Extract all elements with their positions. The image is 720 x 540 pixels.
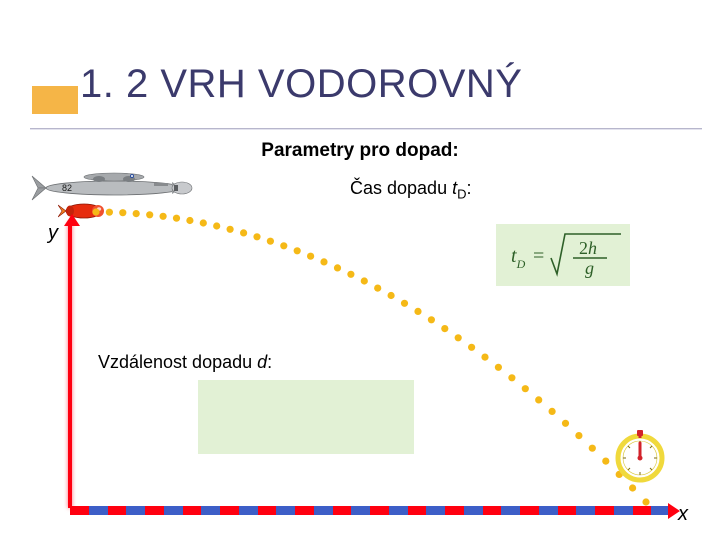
time-text: Čas dopadu	[350, 178, 452, 198]
dist-var: d	[257, 352, 267, 372]
title-block: 1. 2 VRH VODOROVNÝ	[32, 62, 700, 111]
diagram-area: 82 y x Čas dopadu tD: tD =	[10, 170, 710, 530]
x-axis	[70, 506, 670, 515]
page-title: 1. 2 VRH VODOROVNÝ	[32, 62, 700, 111]
title-divider	[30, 128, 702, 130]
clock-icon	[612, 428, 668, 484]
svg-text:tD: tD	[511, 245, 526, 271]
plane-number: 82	[62, 183, 72, 193]
dist-colon: :	[267, 352, 272, 372]
svg-text:2h: 2h	[579, 238, 597, 258]
formula-distance-placeholder	[198, 380, 414, 454]
distance-of-impact-label: Vzdálenost dopadu d:	[98, 352, 272, 373]
y-axis-arrow	[64, 214, 80, 226]
time-of-impact-label: Čas dopadu tD:	[350, 178, 472, 202]
svg-text:=: =	[533, 245, 544, 267]
dist-text: Vzdálenost dopadu	[98, 352, 257, 372]
formula-time-of-impact: tD = 2h g	[496, 224, 630, 286]
y-axis-label: y	[48, 222, 58, 245]
x-axis-label: x	[678, 503, 688, 526]
time-colon: :	[466, 178, 471, 198]
svg-text:g: g	[585, 258, 594, 278]
airplane-icon: 82	[4, 170, 194, 202]
subtitle: Parametry pro dopad:	[0, 140, 720, 162]
